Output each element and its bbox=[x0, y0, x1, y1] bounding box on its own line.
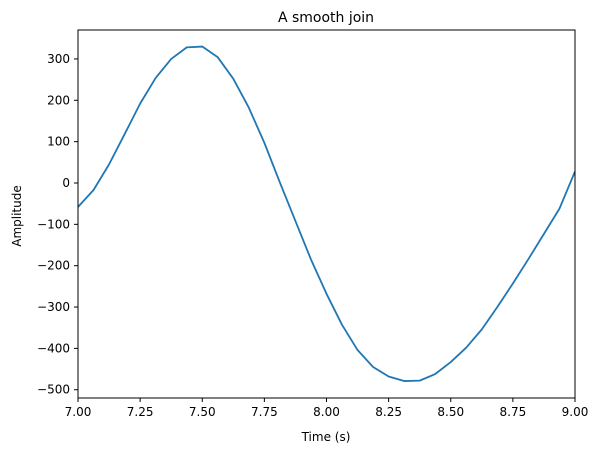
axes-frame bbox=[77, 29, 576, 399]
y-tick-label: −200 bbox=[37, 259, 70, 273]
y-tick-label: 200 bbox=[47, 93, 70, 107]
x-axis: 7.00 7.25 7.50 7.75 8.00 8.25 8.50 8.75 9.00 bbox=[65, 398, 589, 419]
x-tick-label: 9.00 bbox=[562, 405, 589, 419]
y-tick-label: 100 bbox=[47, 135, 70, 149]
x-axis-label: Time (s) bbox=[301, 430, 351, 444]
x-tick-label: 8.75 bbox=[500, 405, 527, 419]
x-tick-label: 7.50 bbox=[189, 405, 216, 419]
x-tick-label: 8.25 bbox=[375, 405, 402, 419]
y-axis: 300 200 100 0 −100 −200 −300 −400 −500 bbox=[37, 52, 78, 397]
series-line-0 bbox=[78, 45, 575, 382]
x-tick-label: 7.25 bbox=[127, 405, 154, 419]
x-tick-label: 8.00 bbox=[313, 405, 340, 419]
y-tick-label: −500 bbox=[37, 383, 70, 397]
x-tick-label: 7.00 bbox=[65, 405, 92, 419]
x-tick-label: 8.50 bbox=[437, 405, 464, 419]
y-tick-label: −300 bbox=[37, 300, 70, 314]
x-tick-label: 7.75 bbox=[251, 405, 278, 419]
y-tick-label: 0 bbox=[62, 176, 70, 190]
y-tick-label: −100 bbox=[37, 217, 70, 231]
y-tick-label: 300 bbox=[47, 52, 70, 66]
chart-title: A smooth join bbox=[278, 10, 374, 26]
plot-area bbox=[78, 45, 575, 382]
y-tick-label: −400 bbox=[37, 341, 70, 355]
y-axis-label: Amplitude bbox=[10, 185, 24, 247]
